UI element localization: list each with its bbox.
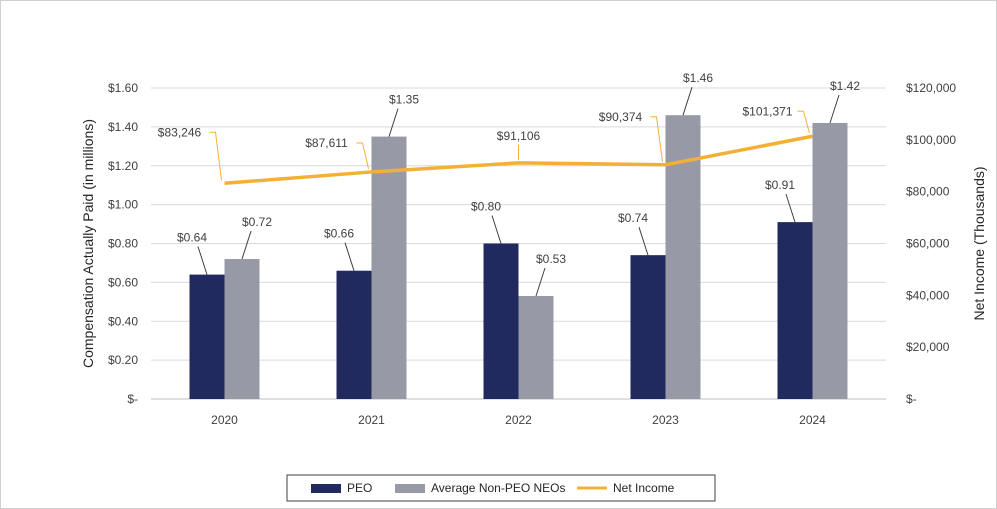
x-tick-label: 2020 — [211, 413, 238, 427]
net-income-label-leader — [356, 142, 369, 170]
net-income-data-label: $83,246 — [158, 125, 202, 139]
y-axis-title: Compensation Actually Paid (in millions) — [80, 119, 96, 368]
legend-neo: Average Non-PEO NEOs — [395, 481, 566, 495]
y2-tick-label: $60,000 — [906, 237, 950, 251]
label-leader-lines — [197, 87, 840, 297]
neo-bar — [812, 122, 848, 400]
neo-bar — [518, 295, 554, 399]
bar-label-leader — [535, 267, 546, 297]
bar-label-leader — [344, 242, 355, 271]
bar-label-leader — [491, 215, 502, 244]
y-tick-label: $1.40 — [108, 120, 138, 134]
net-income-data-label: $87,611 — [305, 136, 348, 150]
peo-data-label: $0.64 — [177, 231, 207, 245]
legend-net-income: Net Income — [577, 481, 675, 495]
peo-bar — [336, 270, 372, 399]
y-tick-label: $0.20 — [108, 353, 138, 367]
legend-neo-label: Average Non-PEO NEOs — [431, 481, 566, 495]
y-tick-label: $0.80 — [108, 237, 138, 251]
y2-tick-label: $40,000 — [906, 288, 950, 302]
net-income-label-leader — [209, 131, 222, 181]
bars — [189, 115, 848, 400]
neo-data-label: $1.46 — [683, 71, 713, 85]
bar-label-leader — [785, 193, 796, 223]
neo-bar — [371, 136, 407, 399]
legend: PEO Average Non-PEO NEOs Net Income — [286, 474, 716, 502]
y-tick-label: $1.20 — [108, 159, 138, 173]
net-income-data-label: $91,106 — [497, 129, 541, 143]
y2-tick-label: $- — [906, 392, 917, 406]
legend-net-income-label: Net Income — [613, 481, 675, 495]
net-income-label-leader — [650, 116, 663, 162]
x-tick-label: 2022 — [505, 413, 532, 427]
y2-tick-label: $20,000 — [906, 340, 950, 354]
y-tick-label: $1.00 — [108, 198, 138, 212]
peo-data-label: $0.66 — [324, 227, 354, 241]
peo-data-label: $0.74 — [618, 211, 648, 225]
bar-label-leader — [241, 230, 252, 260]
axes: $- $0.20 $0.40 $0.60 $0.80 $1.00 $1.20 $1.40 $1.… — [80, 81, 987, 427]
neo-data-label: $1.42 — [830, 79, 860, 93]
peo-bar — [777, 222, 813, 399]
bar-label-leader — [197, 246, 208, 275]
neo-data-label: $0.72 — [242, 215, 272, 229]
legend-box — [286, 474, 716, 502]
y-tick-label: $- — [127, 392, 138, 406]
y2-tick-label: $80,000 — [906, 185, 950, 199]
neo-data-label: $0.53 — [536, 252, 566, 266]
x-tick-label: 2024 — [799, 413, 826, 427]
net-income-label-leader — [797, 110, 810, 134]
bar-label-leader — [388, 108, 399, 137]
y-tick-label: $0.40 — [108, 314, 138, 328]
net-income-data-label: $101,371 — [742, 104, 792, 118]
peo-bar — [189, 274, 225, 399]
x-tick-label: 2021 — [358, 413, 385, 427]
y-tick-label: $1.60 — [108, 81, 138, 95]
bar-label-leader — [829, 94, 840, 124]
y2-tick-label: $120,000 — [906, 81, 956, 95]
y-tick-label: $0.60 — [108, 275, 138, 289]
bar-label-leader — [682, 87, 693, 116]
neo-bar — [224, 259, 260, 399]
net-income-line-layer — [224, 134, 813, 185]
data-labels: $0.64 $0.66 $0.80 $0.74 $0.91 $0.72 $1.35 $0.53… — [158, 71, 861, 266]
legend-peo: PEO — [311, 481, 372, 495]
peo-data-label: $0.91 — [765, 178, 795, 192]
y2-tick-label: $100,000 — [906, 133, 956, 147]
peo-data-label: $0.80 — [471, 200, 501, 214]
legend-neo-swatch — [395, 484, 425, 493]
neo-data-label: $1.35 — [389, 93, 419, 107]
peo-bar — [630, 255, 666, 399]
y2-axis-title: Net Income (Thousands) — [971, 166, 987, 320]
peo-bar — [483, 243, 519, 399]
legend-peo-swatch — [311, 484, 341, 493]
net-income-data-label: $90,374 — [599, 110, 643, 124]
legend-peo-label: PEO — [347, 481, 372, 495]
bar-label-leader — [638, 227, 649, 256]
x-tick-label: 2023 — [652, 413, 679, 427]
